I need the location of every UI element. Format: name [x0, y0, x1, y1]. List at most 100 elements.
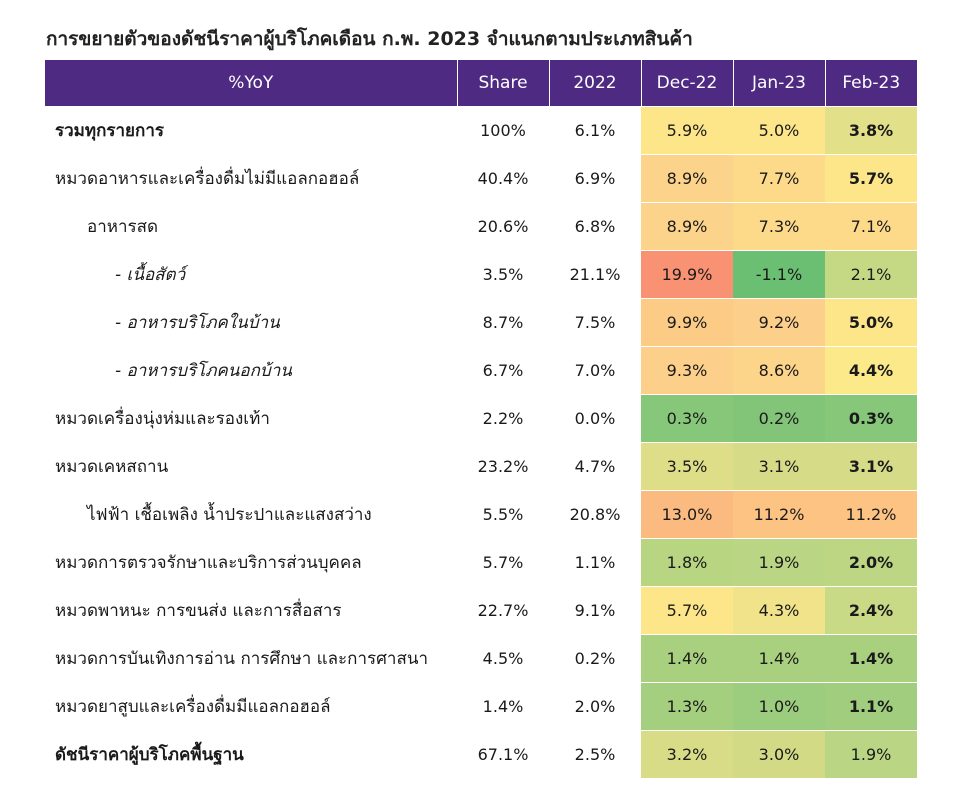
header-2022: 2022	[548, 60, 641, 107]
jan23-cell: 3.1%	[733, 442, 825, 491]
dec22-cell: 8.9%	[641, 154, 733, 203]
year-2022-cell: 7.5%	[549, 298, 641, 347]
table-row: หมวดอาหารและเครื่องดื่มไม่มีแอลกอฮอล์ 40.…	[45, 154, 917, 203]
row-label: หมวดการบันเทิงการอ่าน การศึกษา และการศาส…	[45, 634, 457, 683]
year-2022-cell: 6.9%	[549, 154, 641, 203]
table-row: หมวดเครื่องนุ่งห่มและรองเท้า 2.2% 0.0% 0.3%…	[45, 394, 917, 443]
dec22-cell: 9.3%	[641, 346, 733, 395]
jan23-cell: 1.0%	[733, 682, 825, 731]
dec22-cell: 13.0%	[641, 490, 733, 539]
table-row: รวมทุกรายการ 100% 6.1% 5.9% 5.0% 3.8%	[45, 106, 917, 155]
share-cell: 40.4%	[457, 154, 549, 203]
table-row: อาหารสด 20.6% 6.8% 8.9% 7.3% 7.1%	[45, 202, 917, 251]
year-2022-cell: 2.5%	[549, 730, 641, 778]
row-label: ดัชนีราคาผู้บริโภคพื้นฐาน	[45, 730, 457, 778]
year-2022-cell: 9.1%	[549, 586, 641, 635]
dec22-cell: 19.9%	[641, 250, 733, 299]
feb23-cell: 2.0%	[825, 538, 917, 587]
header-jan23: Jan-23	[732, 60, 825, 107]
feb23-cell: 1.4%	[825, 634, 917, 683]
row-label: - อาหารบริโภคนอกบ้าน	[45, 346, 457, 395]
jan23-cell: 7.3%	[733, 202, 825, 251]
feb23-cell: 1.9%	[825, 730, 917, 778]
header-yoy: %YoY	[45, 60, 457, 107]
jan23-cell: 5.0%	[733, 106, 825, 155]
feb23-cell: 1.1%	[825, 682, 917, 731]
share-cell: 67.1%	[457, 730, 549, 778]
dec22-cell: 1.3%	[641, 682, 733, 731]
dec22-cell: 3.5%	[641, 442, 733, 491]
year-2022-cell: 7.0%	[549, 346, 641, 395]
table-row: หมวดยาสูบและเครื่องดื่มมีแอลกอฮอล์ 1.4% 2.…	[45, 682, 917, 731]
table-row: - เนื้อสัตว์ 3.5% 21.1% 19.9% -1.1% 2.1%	[45, 250, 917, 299]
row-label: - เนื้อสัตว์	[45, 250, 457, 299]
dec22-cell: 1.8%	[641, 538, 733, 587]
feb23-cell: 0.3%	[825, 394, 917, 443]
share-cell: 5.7%	[457, 538, 549, 587]
year-2022-cell: 0.2%	[549, 634, 641, 683]
dec22-cell: 1.4%	[641, 634, 733, 683]
row-label: หมวดเคหสถาน	[45, 442, 457, 491]
row-label: - อาหารบริโภคในบ้าน	[45, 298, 457, 347]
dec22-cell: 8.9%	[641, 202, 733, 251]
table-row: หมวดเคหสถาน 23.2% 4.7% 3.5% 3.1% 3.1%	[45, 442, 917, 491]
table-row: หมวดการบันเทิงการอ่าน การศึกษา และการศาส…	[45, 634, 917, 683]
year-2022-cell: 4.7%	[549, 442, 641, 491]
share-cell: 20.6%	[457, 202, 549, 251]
row-label: ไฟฟ้า เชื้อเพลิง น้ำประปาและแสงสว่าง	[45, 490, 457, 539]
share-cell: 5.5%	[457, 490, 549, 539]
dec22-cell: 5.7%	[641, 586, 733, 635]
table-row: หมวดพาหนะ การขนส่ง และการสื่อสาร 22.7% 9.1…	[45, 586, 917, 635]
jan23-cell: 4.3%	[733, 586, 825, 635]
year-2022-cell: 0.0%	[549, 394, 641, 443]
row-label: รวมทุกรายการ	[45, 106, 457, 155]
table-row: - อาหารบริโภคนอกบ้าน 6.7% 7.0% 9.3% 8.6% 4.4%	[45, 346, 917, 395]
year-2022-cell: 6.1%	[549, 106, 641, 155]
feb23-cell: 2.4%	[825, 586, 917, 635]
row-label: หมวดเครื่องนุ่งห่มและรองเท้า	[45, 394, 457, 443]
row-label: หมวดพาหนะ การขนส่ง และการสื่อสาร	[45, 586, 457, 635]
feb23-cell: 11.2%	[825, 490, 917, 539]
year-2022-cell: 1.1%	[549, 538, 641, 587]
table-body: รวมทุกรายการ 100% 6.1% 5.9% 5.0% 3.8% หมวดอาหา…	[45, 106, 917, 778]
header-dec22: Dec-22	[640, 60, 733, 107]
table-row: ไฟฟ้า เชื้อเพลิง น้ำประปาและแสงสว่าง 5.5%…	[45, 490, 917, 539]
share-cell: 1.4%	[457, 682, 549, 731]
row-label: หมวดการตรวจรักษาและบริการส่วนบุคคล	[45, 538, 457, 587]
dec22-cell: 5.9%	[641, 106, 733, 155]
jan23-cell: 7.7%	[733, 154, 825, 203]
share-cell: 23.2%	[457, 442, 549, 491]
share-cell: 8.7%	[457, 298, 549, 347]
row-label: อาหารสด	[45, 202, 457, 251]
header-share: Share	[456, 60, 549, 107]
page-title: การขยายตัวของดัชนีราคาผู้บริโภคเดือน ก.พ…	[46, 28, 693, 50]
share-cell: 3.5%	[457, 250, 549, 299]
feb23-cell: 3.8%	[825, 106, 917, 155]
feb23-cell: 5.0%	[825, 298, 917, 347]
feb23-cell: 4.4%	[825, 346, 917, 395]
table-row: ดัชนีราคาผู้บริโภคพื้นฐาน 67.1% 2.5% 3.2% 3.…	[45, 730, 917, 778]
jan23-cell: 9.2%	[733, 298, 825, 347]
year-2022-cell: 20.8%	[549, 490, 641, 539]
table-row: หมวดการตรวจรักษาและบริการส่วนบุคคล 5.7% 1.…	[45, 538, 917, 587]
jan23-cell: 1.9%	[733, 538, 825, 587]
share-cell: 100%	[457, 106, 549, 155]
jan23-cell: 3.0%	[733, 730, 825, 778]
row-label: หมวดยาสูบและเครื่องดื่มมีแอลกอฮอล์	[45, 682, 457, 731]
dec22-cell: 9.9%	[641, 298, 733, 347]
year-2022-cell: 6.8%	[549, 202, 641, 251]
feb23-cell: 3.1%	[825, 442, 917, 491]
header-row: %YoY Share 2022 Dec-22 Jan-23 Feb-23	[45, 60, 917, 107]
dec22-cell: 0.3%	[641, 394, 733, 443]
row-label: หมวดอาหารและเครื่องดื่มไม่มีแอลกอฮอล์	[45, 154, 457, 203]
feb23-cell: 5.7%	[825, 154, 917, 203]
cpi-table: %YoY Share 2022 Dec-22 Jan-23 Feb-23 รวม…	[45, 60, 917, 778]
table-row: - อาหารบริโภคในบ้าน 8.7% 7.5% 9.9% 9.2% 5.0%	[45, 298, 917, 347]
share-cell: 2.2%	[457, 394, 549, 443]
jan23-cell: -1.1%	[733, 250, 825, 299]
share-cell: 6.7%	[457, 346, 549, 395]
dec22-cell: 3.2%	[641, 730, 733, 778]
jan23-cell: 1.4%	[733, 634, 825, 683]
share-cell: 22.7%	[457, 586, 549, 635]
feb23-cell: 7.1%	[825, 202, 917, 251]
